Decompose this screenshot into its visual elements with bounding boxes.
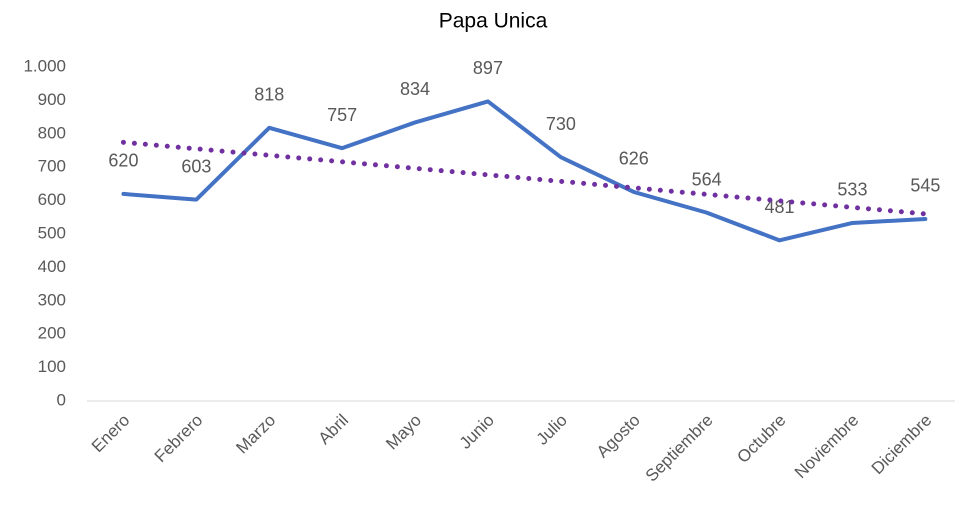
data-label: 626 [619,149,649,169]
data-label: 818 [254,85,284,105]
x-tick-label: Julio [533,411,571,449]
data-label: 545 [910,176,940,196]
x-tick-label: Septiembre [642,411,717,486]
data-label: 533 [837,180,867,200]
x-tick-label: Marzo [232,411,279,458]
data-label: 564 [692,169,722,189]
y-tick-label: 300 [38,290,66,309]
x-tick-label: Octubre [733,411,789,467]
y-tick-label: 1.000 [23,56,66,75]
y-tick-label: 800 [38,123,66,142]
data-label: 757 [327,105,357,125]
x-tick-label: Agosto [593,411,644,462]
y-tick-label: 100 [38,357,66,376]
y-tick-label: 900 [38,90,66,109]
y-tick-label: 200 [38,324,66,343]
x-tick-label: Diciembre [868,411,936,479]
x-tick-label: Junio [456,411,498,453]
y-tick-label: 600 [38,190,66,209]
data-label: 834 [400,79,430,99]
x-tick-label: Mayo [382,411,425,454]
x-tick-label: Enero [88,411,134,457]
y-tick-label: 0 [57,390,66,409]
data-label: 730 [546,114,576,134]
y-tick-label: 400 [38,257,66,276]
chart-title: Papa Unica [439,10,548,33]
x-tick-label: Abril [315,411,352,448]
data-label: 481 [765,197,795,217]
y-tick-label: 500 [38,223,66,242]
data-label: 603 [181,156,211,176]
data-label: 897 [473,58,503,78]
data-label: 620 [108,151,138,171]
y-tick-label: 700 [38,157,66,176]
x-tick-label: Febrero [151,411,207,467]
trendline [120,139,928,217]
x-tick-label: Noviembre [791,411,863,483]
line [121,99,928,243]
